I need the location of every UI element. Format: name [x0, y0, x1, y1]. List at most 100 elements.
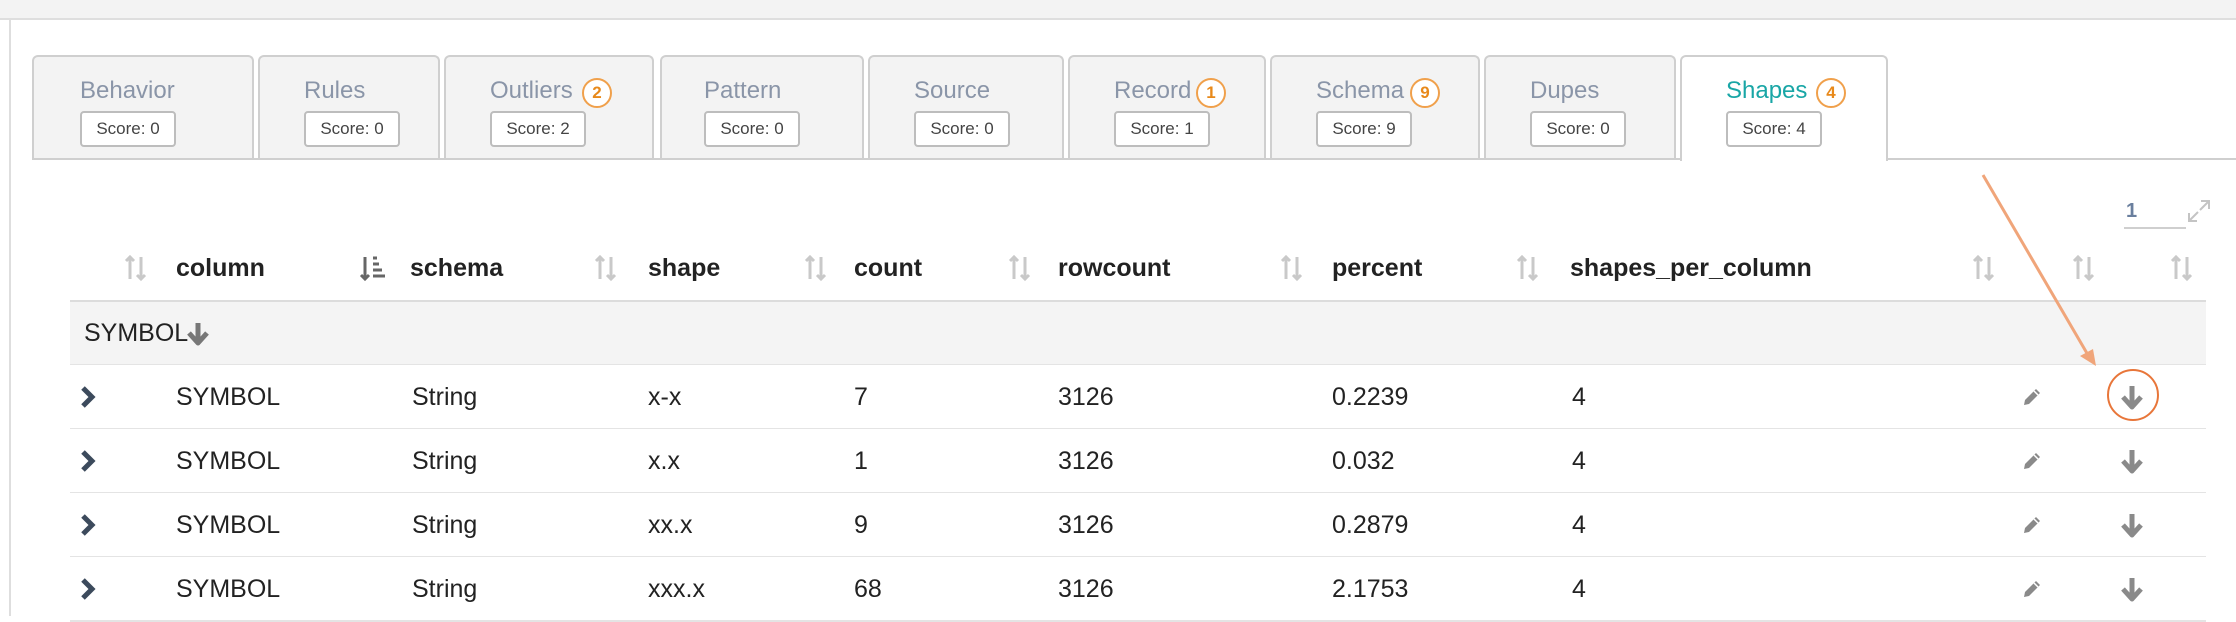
tab-score: Score: 0 [914, 111, 1010, 147]
cell-shapes-per-column: 4 [1572, 575, 1586, 603]
tab-badge: 9 [1410, 78, 1440, 108]
sort-icon[interactable] [1006, 253, 1034, 283]
cell-count: 9 [854, 511, 868, 539]
chevron-right-icon[interactable] [78, 577, 98, 601]
cell-schema: String [412, 447, 478, 475]
table-header: column schema shape count rowcount perce… [70, 240, 2206, 303]
pencil-icon[interactable] [2020, 385, 2044, 409]
tab-badge: 1 [1196, 78, 1226, 108]
table-row[interactable]: SYMBOL String x-x 7 3126 0.2239 4 [70, 365, 2206, 430]
top-bar [0, 0, 2236, 20]
tab-source[interactable]: Source Score: 0 [868, 55, 1064, 158]
arrow-down-icon[interactable] [2120, 511, 2144, 539]
sort-icon[interactable] [802, 253, 830, 283]
tab-score: Score: 0 [1530, 111, 1626, 147]
tab-behavior[interactable]: Behavior Score: 0 [32, 55, 254, 158]
tab-title: Pattern [704, 77, 782, 104]
tab-bar: Behavior Score: 0 Rules Score: 0 Outlier… [0, 0, 2236, 161]
chevron-right-icon[interactable] [78, 385, 98, 409]
tab-baseline [32, 158, 2236, 160]
table-row[interactable]: SYMBOL String xxx.x 68 3126 2.1753 4 [70, 557, 2206, 622]
cell-rowcount: 3126 [1058, 447, 1114, 475]
cell-rowcount: 3126 [1058, 575, 1114, 603]
cell-rowcount: 3126 [1058, 511, 1114, 539]
header-count[interactable]: count [854, 254, 923, 282]
tab-schema[interactable]: Schema 9 Score: 9 [1270, 55, 1480, 158]
arrow-down-icon[interactable] [186, 320, 210, 346]
cell-count: 68 [854, 575, 882, 603]
group-row[interactable]: SYMBOL [70, 302, 2206, 366]
tab-score: Score: 0 [80, 111, 176, 147]
cell-rowcount: 3126 [1058, 383, 1114, 411]
tab-score: Score: 0 [704, 111, 800, 147]
tab-score: Score: 2 [490, 111, 586, 147]
pagination-page[interactable]: 1 [2126, 200, 2138, 222]
expand-icon[interactable] [2186, 198, 2212, 224]
highlight-circle [2107, 369, 2159, 421]
tab-title: Schema [1316, 77, 1405, 104]
header-shape[interactable]: shape [648, 254, 721, 282]
sort-icon[interactable] [2168, 253, 2196, 283]
cell-shapes-per-column: 4 [1572, 383, 1586, 411]
panel-border [9, 18, 11, 616]
sort-icon[interactable] [592, 253, 620, 283]
sort-icon[interactable] [1970, 253, 1998, 283]
tab-pattern[interactable]: Pattern Score: 0 [660, 55, 864, 158]
table-row[interactable]: SYMBOL String x.x 1 3126 0.032 4 [70, 429, 2206, 494]
tab-score: Score: 1 [1114, 111, 1210, 147]
tab-badge: 2 [582, 78, 612, 108]
cell-count: 1 [854, 447, 868, 475]
cell-count: 7 [854, 383, 868, 411]
tab-score: Score: 0 [304, 111, 400, 147]
table-row[interactable]: SYMBOL String xx.x 9 3126 0.2879 4 [70, 493, 2206, 558]
cell-schema: String [412, 575, 478, 603]
tab-title: Source [914, 77, 991, 104]
header-rowcount[interactable]: rowcount [1058, 254, 1171, 282]
header-column[interactable]: column [176, 254, 265, 282]
chevron-right-icon[interactable] [78, 513, 98, 537]
tab-title: Outliers [490, 77, 573, 104]
sort-desc-icon[interactable] [358, 253, 386, 283]
sort-icon[interactable] [122, 253, 150, 283]
sort-icon[interactable] [1278, 253, 1306, 283]
tab-outliers[interactable]: Outliers 2 Score: 2 [444, 55, 654, 158]
cell-shapes-per-column: 4 [1572, 511, 1586, 539]
sort-icon[interactable] [1514, 253, 1542, 283]
pagination-underline [2124, 227, 2186, 229]
tab-record[interactable]: Record 1 Score: 1 [1068, 55, 1266, 158]
tab-title: Rules [304, 77, 366, 104]
tab-title: Dupes [1530, 77, 1600, 104]
header-percent[interactable]: percent [1332, 254, 1423, 282]
arrow-down-icon[interactable] [2120, 575, 2144, 603]
cell-column: SYMBOL [176, 575, 281, 603]
cell-shape: xxx.x [648, 575, 705, 603]
cell-percent: 0.2239 [1332, 383, 1409, 411]
header-shapes-per-column[interactable]: shapes_per_column [1570, 254, 1812, 282]
pencil-icon[interactable] [2020, 577, 2044, 601]
chevron-right-icon[interactable] [78, 449, 98, 473]
tab-title: Behavior [80, 77, 175, 104]
cell-shape: x-x [648, 383, 682, 411]
cell-column: SYMBOL [176, 383, 281, 411]
cell-schema: String [412, 511, 478, 539]
cell-percent: 0.2879 [1332, 511, 1409, 539]
cell-shapes-per-column: 4 [1572, 447, 1586, 475]
tab-dupes[interactable]: Dupes Score: 0 [1484, 55, 1676, 158]
cell-column: SYMBOL [176, 447, 281, 475]
pencil-icon[interactable] [2020, 513, 2044, 537]
header-schema[interactable]: schema [410, 254, 504, 282]
tab-rules[interactable]: Rules Score: 0 [258, 55, 440, 158]
cell-percent: 0.032 [1332, 447, 1395, 475]
cell-shape: x.x [648, 447, 680, 475]
arrow-down-icon[interactable] [2120, 447, 2144, 475]
tab-title: Record [1114, 77, 1192, 104]
cell-shape: xx.x [648, 511, 693, 539]
group-label: SYMBOL [84, 319, 189, 347]
cell-schema: String [412, 383, 478, 411]
tab-title: Shapes [1726, 77, 1808, 104]
cell-column: SYMBOL [176, 511, 281, 539]
tab-shapes[interactable]: Shapes 4 Score: 4 [1680, 55, 1888, 161]
pencil-icon[interactable] [2020, 449, 2044, 473]
tab-score: Score: 9 [1316, 111, 1412, 147]
sort-icon[interactable] [2070, 253, 2098, 283]
